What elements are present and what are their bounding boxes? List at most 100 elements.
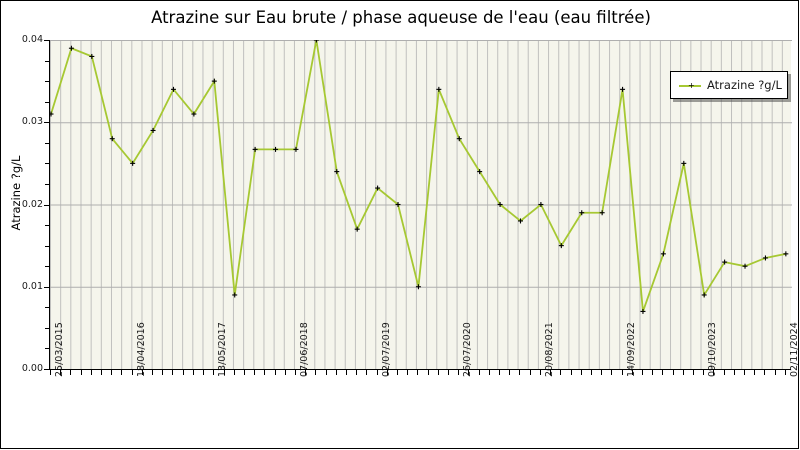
- y-minor-tick-mark: [45, 183, 49, 185]
- y-minor-tick-mark: [45, 163, 49, 165]
- x-minor-tick-mark: [223, 369, 225, 375]
- x-tick-mark: [478, 369, 480, 375]
- x-tick-mark: [641, 369, 643, 375]
- x-tick-mark: [784, 369, 786, 375]
- x-minor-tick-mark: [80, 369, 82, 375]
- x-minor-tick-mark: [305, 369, 307, 375]
- y-axis-title: Atrazine ?g/L: [9, 155, 23, 231]
- legend-line-swatch: [679, 85, 701, 87]
- y-minor-tick-mark: [45, 225, 49, 227]
- x-tick-mark: [703, 369, 705, 375]
- x-tick-mark: [152, 369, 154, 375]
- x-minor-tick-mark: [182, 369, 184, 375]
- x-tick-mark: [50, 369, 51, 375]
- x-minor-tick-mark: [264, 369, 266, 375]
- x-tick-mark: [213, 369, 215, 375]
- x-minor-tick-mark: [570, 369, 572, 375]
- y-tick-label: 0.03: [21, 116, 43, 128]
- y-tick-label: 0.00: [21, 363, 43, 374]
- x-tick-mark: [356, 369, 358, 375]
- x-minor-tick-mark: [407, 369, 409, 375]
- y-minor-tick-mark: [45, 122, 49, 124]
- x-minor-tick-mark: [366, 369, 368, 375]
- x-tick-mark: [744, 369, 746, 375]
- x-minor-tick-mark: [427, 369, 429, 375]
- legend: + Atrazine ?g/L: [670, 71, 788, 99]
- x-tick-mark: [662, 369, 664, 375]
- y-minor-tick-mark: [45, 369, 49, 370]
- chart-title: Atrazine sur Eau brute / phase aqueuse d…: [151, 8, 651, 27]
- horizontal-gridlines: [50, 40, 792, 288]
- x-minor-tick-mark: [448, 369, 450, 375]
- x-tick-mark: [580, 369, 582, 375]
- x-minor-tick-mark: [652, 369, 654, 375]
- y-minor-tick-mark: [45, 81, 49, 83]
- x-tick-mark: [499, 369, 501, 375]
- x-minor-tick-mark: [468, 369, 470, 375]
- x-minor-tick-mark: [774, 369, 776, 375]
- x-tick-mark: [294, 369, 296, 375]
- plot-area: [49, 40, 792, 369]
- x-tick-mark: [315, 369, 317, 375]
- x-minor-tick-mark: [121, 369, 123, 375]
- x-tick-mark: [335, 369, 337, 375]
- x-tick-mark: [601, 369, 603, 375]
- x-tick-mark: [376, 369, 378, 375]
- x-minor-tick-mark: [611, 369, 613, 375]
- x-minor-tick-mark: [284, 369, 286, 375]
- y-minor-tick-mark: [45, 204, 49, 206]
- x-tick-mark: [764, 369, 766, 375]
- data-point-markers: [50, 40, 789, 314]
- x-minor-tick-mark: [60, 369, 62, 375]
- x-minor-tick-mark: [345, 369, 347, 375]
- x-tick-mark: [397, 369, 398, 375]
- x-tick-mark: [70, 369, 72, 375]
- x-tick-mark: [682, 369, 684, 375]
- y-tick-label: 0.04: [21, 34, 43, 45]
- y-minor-tick-mark: [45, 327, 49, 329]
- x-minor-tick-mark: [713, 369, 715, 375]
- x-minor-tick-mark: [203, 369, 205, 375]
- x-minor-tick-mark: [550, 369, 552, 375]
- x-tick-mark: [560, 369, 562, 375]
- x-minor-tick-mark: [529, 369, 531, 375]
- x-axis-line: [49, 369, 791, 370]
- x-minor-tick-mark: [101, 369, 103, 375]
- x-minor-tick-mark: [672, 369, 674, 375]
- y-tick-label: 0.01: [21, 280, 43, 292]
- x-minor-tick-mark: [162, 369, 164, 375]
- y-minor-tick-mark: [45, 101, 49, 103]
- x-minor-tick-mark: [692, 369, 694, 375]
- x-minor-tick-mark: [754, 369, 756, 375]
- x-tick-mark: [254, 369, 256, 375]
- x-minor-tick-mark: [141, 369, 143, 375]
- y-tick-label: 0.02: [21, 198, 43, 210]
- y-minor-tick-mark: [45, 40, 49, 41]
- x-minor-tick-mark: [509, 369, 511, 375]
- x-minor-tick-mark: [386, 369, 388, 375]
- x-tick-mark: [437, 369, 439, 375]
- x-tick-mark: [274, 369, 276, 375]
- x-minor-tick-mark: [243, 369, 245, 375]
- x-minor-tick-mark: [325, 369, 327, 375]
- x-minor-tick-mark: [590, 369, 592, 375]
- x-minor-tick-mark: [733, 369, 735, 375]
- y-minor-tick-mark: [45, 286, 49, 288]
- x-minor-tick-mark: [631, 369, 633, 375]
- x-tick-mark: [621, 369, 623, 375]
- x-tick-mark: [458, 369, 460, 375]
- x-tick-mark: [417, 369, 419, 375]
- y-minor-tick-mark: [45, 245, 49, 247]
- legend-marker-icon: +: [688, 81, 695, 90]
- x-tick-mark: [539, 369, 541, 375]
- x-tick-mark: [192, 369, 194, 375]
- x-tick-mark: [519, 369, 521, 375]
- x-tick-mark: [111, 369, 113, 375]
- x-minor-tick-mark: [488, 369, 490, 375]
- y-minor-tick-mark: [45, 307, 49, 309]
- x-tick-mark: [233, 369, 235, 375]
- x-tick-mark: [172, 369, 174, 375]
- x-tick-mark: [723, 369, 725, 375]
- y-minor-tick-mark: [45, 266, 49, 268]
